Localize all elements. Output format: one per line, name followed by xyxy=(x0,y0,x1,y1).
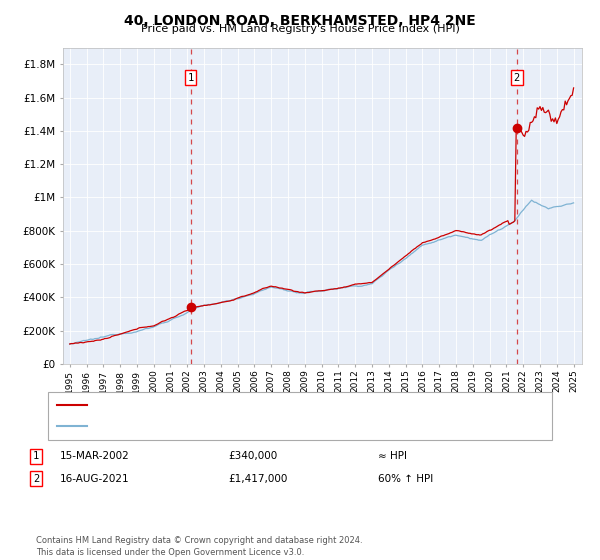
Text: 15-MAR-2002: 15-MAR-2002 xyxy=(60,451,130,461)
Text: 60% ↑ HPI: 60% ↑ HPI xyxy=(378,474,433,484)
Text: 16-AUG-2021: 16-AUG-2021 xyxy=(60,474,130,484)
Text: 40, LONDON ROAD, BERKHAMSTED, HP4 2NE: 40, LONDON ROAD, BERKHAMSTED, HP4 2NE xyxy=(124,14,476,28)
Text: 1: 1 xyxy=(33,451,39,461)
Text: Price paid vs. HM Land Registry's House Price Index (HPI): Price paid vs. HM Land Registry's House … xyxy=(140,24,460,34)
Text: 2: 2 xyxy=(514,73,520,83)
Text: HPI: Average price, detached house, Dacorum: HPI: Average price, detached house, Daco… xyxy=(91,421,321,431)
Text: ≈ HPI: ≈ HPI xyxy=(378,451,407,461)
Text: £340,000: £340,000 xyxy=(228,451,277,461)
Text: Contains HM Land Registry data © Crown copyright and database right 2024.
This d: Contains HM Land Registry data © Crown c… xyxy=(36,536,362,557)
Text: £1,417,000: £1,417,000 xyxy=(228,474,287,484)
Text: 40, LONDON ROAD, BERKHAMSTED, HP4 2NE (detached house): 40, LONDON ROAD, BERKHAMSTED, HP4 2NE (d… xyxy=(91,400,408,410)
Text: 2: 2 xyxy=(33,474,39,484)
Text: 1: 1 xyxy=(188,73,194,83)
